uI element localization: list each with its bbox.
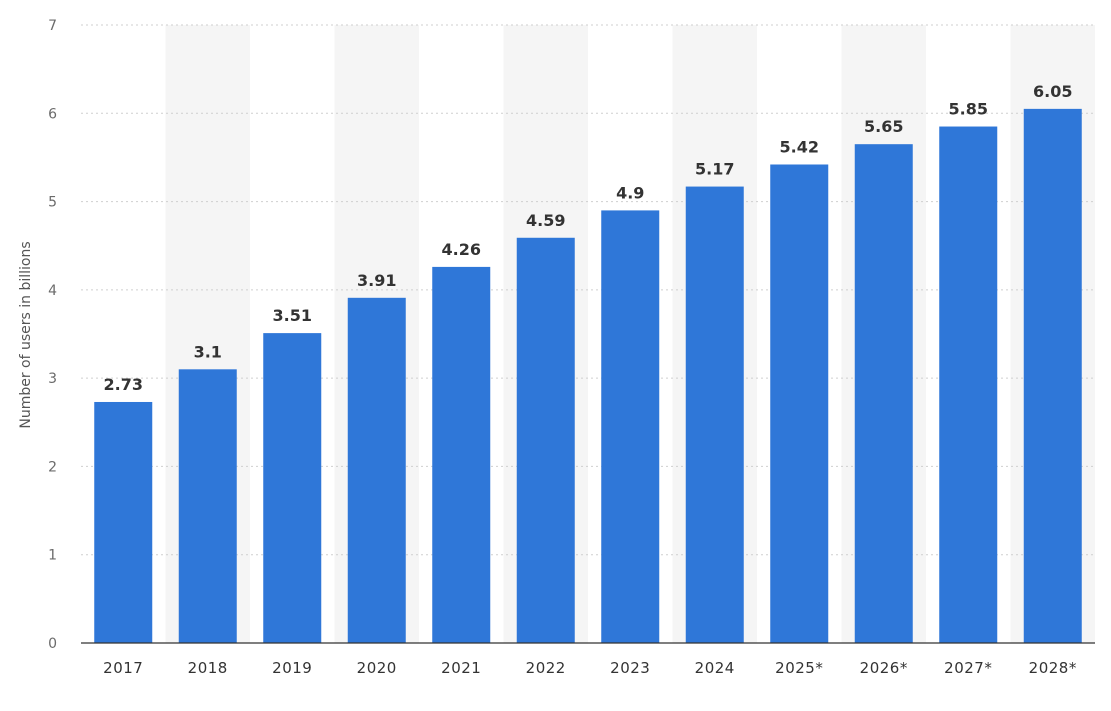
bars <box>94 108 1082 644</box>
data-label: 5.65 <box>864 117 903 136</box>
bar <box>854 144 913 643</box>
gridlines <box>81 24 1095 556</box>
data-label: 3.51 <box>273 306 312 325</box>
value-labels: 2.73 3.1 3.51 3.91 4.26 4.59 4.9 5.17 5.42 5.65 5.… <box>104 82 1073 394</box>
data-label: 3.91 <box>357 271 396 290</box>
x-tick-label: 2026* <box>860 659 908 677</box>
x-axis-ticks: 2017 2018 2019 2020 2021 2022 2023 2024 2025* 202… <box>103 659 1077 677</box>
x-tick-label: 2022 <box>526 659 566 677</box>
bar <box>685 186 744 643</box>
data-label: 5.85 <box>949 100 988 119</box>
bar <box>347 297 406 643</box>
y-tick-label: 7 <box>48 18 57 34</box>
y-tick-label: 4 <box>48 283 57 299</box>
y-axis-ticks: 0 1 2 3 4 5 6 7 <box>48 18 57 652</box>
data-label: 4.9 <box>616 183 644 202</box>
x-tick-label: 2019 <box>272 659 312 677</box>
y-tick-label: 0 <box>48 636 57 652</box>
data-label: 4.59 <box>526 211 565 230</box>
bar <box>601 210 660 643</box>
bar <box>1023 108 1082 643</box>
x-tick-label: 2018 <box>188 659 228 677</box>
bar <box>516 237 575 644</box>
y-tick-label: 6 <box>48 106 57 122</box>
x-tick-label: 2028* <box>1029 659 1077 677</box>
data-label: 5.17 <box>695 160 734 179</box>
data-label: 5.42 <box>780 137 819 156</box>
bar <box>939 126 998 644</box>
x-tick-label: 2027* <box>944 659 992 677</box>
x-tick-label: 2024 <box>695 659 735 677</box>
bar <box>263 333 322 643</box>
data-label: 4.26 <box>442 240 481 259</box>
x-tick-label: 2021 <box>441 659 481 677</box>
bar <box>94 401 153 643</box>
x-tick-label: 2023 <box>610 659 650 677</box>
y-tick-label: 2 <box>48 459 57 475</box>
bar <box>432 266 491 643</box>
data-label: 2.73 <box>104 375 143 394</box>
x-tick-label: 2020 <box>357 659 397 677</box>
x-tick-label: 2025* <box>775 659 823 677</box>
data-label: 3.1 <box>194 342 222 361</box>
y-tick-label: 5 <box>48 195 57 211</box>
bar <box>770 164 829 643</box>
bar <box>178 369 237 643</box>
y-axis-title: Number of users in billions <box>18 241 34 428</box>
x-tick-label: 2017 <box>103 659 143 677</box>
data-label: 6.05 <box>1033 82 1072 101</box>
y-tick-label: 1 <box>48 548 57 564</box>
y-tick-label: 3 <box>48 371 57 387</box>
